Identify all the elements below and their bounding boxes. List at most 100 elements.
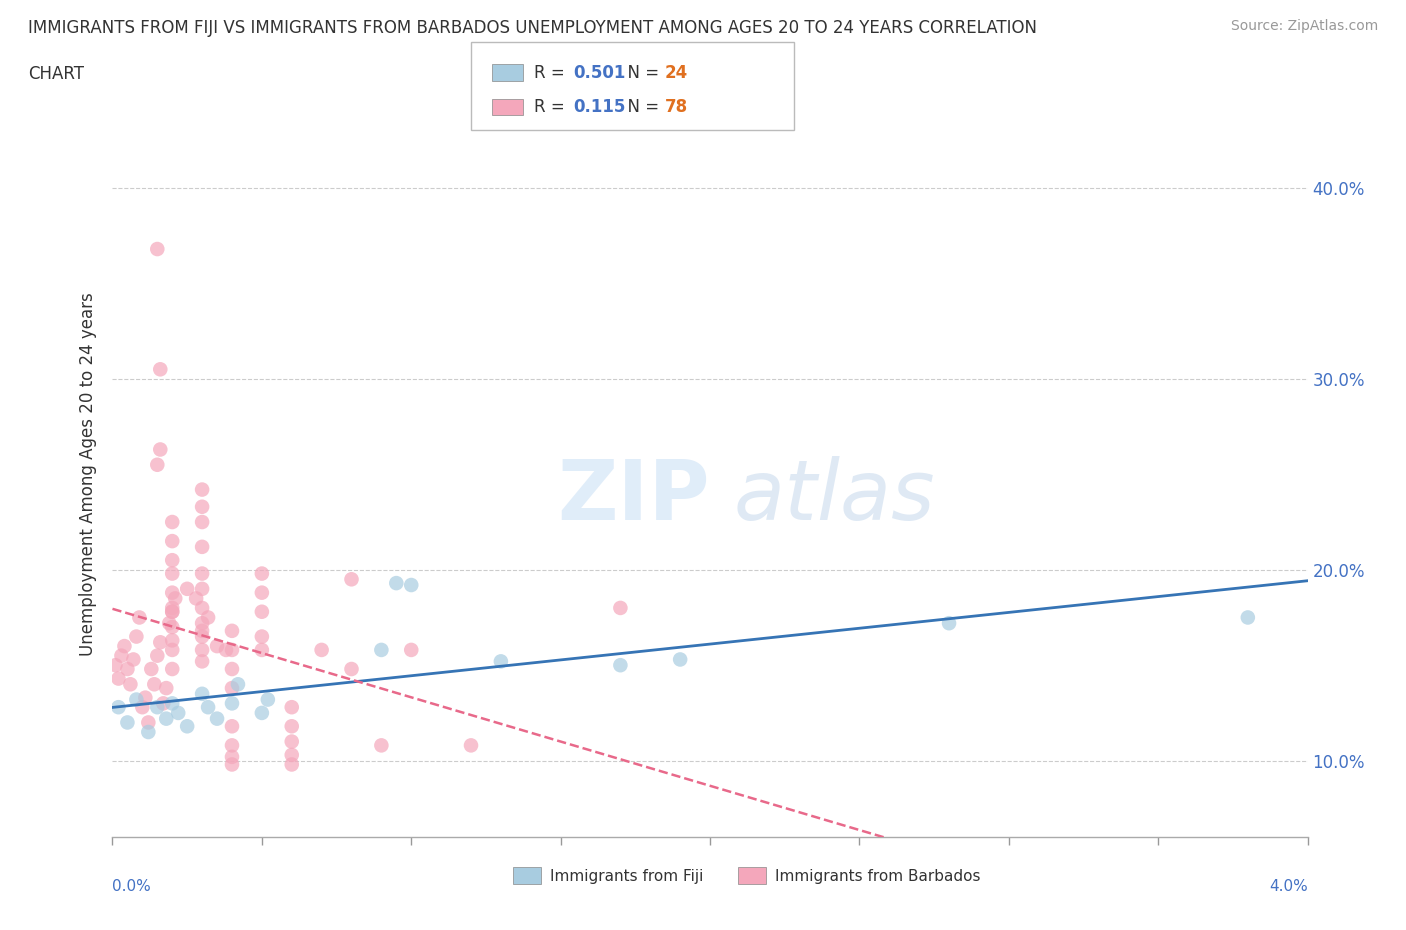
Point (281, 748, 304, 763)
Point (197, 610, 219, 625)
Point (141, 661, 163, 676)
Point (110, 648, 132, 663)
Point (250, 585, 273, 600)
Point (176, 719, 198, 734)
Point (370, 643, 392, 658)
Text: 0.115: 0.115 (574, 98, 626, 116)
Point (131, 699, 153, 714)
Point (226, 677, 249, 692)
Point (1237, 610, 1260, 625)
Point (609, 601, 631, 616)
Text: atlas: atlas (734, 456, 935, 537)
Point (221, 737, 243, 752)
Text: CHART: CHART (28, 65, 84, 83)
Point (107, 699, 129, 714)
Text: 0.501: 0.501 (574, 63, 626, 82)
Point (162, 619, 183, 634)
Text: R =: R = (534, 98, 575, 116)
Point (157, 616, 180, 631)
Text: 78: 78 (665, 98, 688, 116)
Point (221, 643, 243, 658)
Point (257, 692, 280, 707)
Point (114, 639, 135, 654)
Point (146, 699, 169, 714)
Point (221, 661, 243, 676)
Point (162, 566, 183, 581)
Point (162, 601, 183, 616)
Point (250, 604, 273, 619)
Point (215, 643, 238, 658)
Point (281, 839, 304, 854)
Point (221, 719, 243, 734)
Point (149, 442, 172, 457)
Point (191, 643, 214, 658)
Point (117, 661, 139, 676)
Point (104, 658, 127, 672)
Point (250, 566, 273, 581)
Point (155, 711, 177, 726)
Point (146, 242, 169, 257)
Point (489, 654, 512, 669)
Point (162, 643, 183, 658)
Point (250, 629, 273, 644)
Point (125, 629, 148, 644)
Point (191, 566, 214, 581)
Point (250, 706, 273, 721)
Point (128, 610, 150, 625)
Point (221, 750, 243, 764)
Point (146, 458, 169, 472)
Point (221, 757, 243, 772)
Text: 4.0%: 4.0% (1268, 879, 1308, 894)
Point (191, 623, 214, 638)
Point (107, 671, 129, 686)
Point (146, 648, 169, 663)
Text: ZIP: ZIP (558, 456, 710, 537)
Point (138, 715, 160, 730)
Text: R =: R = (534, 63, 571, 82)
Point (134, 690, 156, 705)
Point (281, 719, 304, 734)
Point (221, 623, 243, 638)
Point (281, 734, 304, 749)
Text: Immigrants from Barbados: Immigrants from Barbados (775, 869, 980, 883)
Point (122, 652, 145, 667)
Point (191, 686, 214, 701)
Point (340, 661, 363, 676)
Point (221, 696, 243, 711)
Point (162, 585, 183, 600)
Point (120, 677, 142, 692)
Point (340, 572, 363, 587)
Point (250, 643, 273, 658)
Point (152, 696, 174, 711)
Point (162, 604, 183, 619)
Point (162, 696, 183, 711)
Point (176, 581, 198, 596)
Point (191, 616, 214, 631)
Text: N =: N = (617, 98, 665, 116)
Point (609, 658, 631, 672)
Point (191, 539, 214, 554)
Point (125, 692, 148, 707)
Point (165, 591, 187, 605)
Text: Source: ZipAtlas.com: Source: ZipAtlas.com (1230, 19, 1378, 33)
Point (221, 681, 243, 696)
Point (191, 499, 214, 514)
Point (162, 534, 183, 549)
Point (370, 737, 392, 752)
Point (191, 654, 214, 669)
Point (938, 616, 960, 631)
Point (205, 639, 228, 654)
Point (250, 839, 273, 854)
Point (186, 591, 208, 605)
Point (162, 633, 183, 648)
Text: IMMIGRANTS FROM FIJI VS IMMIGRANTS FROM BARBADOS UNEMPLOYMENT AMONG AGES 20 TO 2: IMMIGRANTS FROM FIJI VS IMMIGRANTS FROM … (28, 19, 1038, 36)
Point (311, 643, 333, 658)
Point (162, 514, 183, 529)
Point (385, 576, 408, 591)
Point (162, 604, 183, 619)
Point (266, 853, 288, 868)
Point (191, 629, 214, 644)
Y-axis label: Unemployment Among Ages 20 to 24 years: Unemployment Among Ages 20 to 24 years (79, 292, 97, 657)
Point (191, 514, 214, 529)
Point (281, 699, 304, 714)
